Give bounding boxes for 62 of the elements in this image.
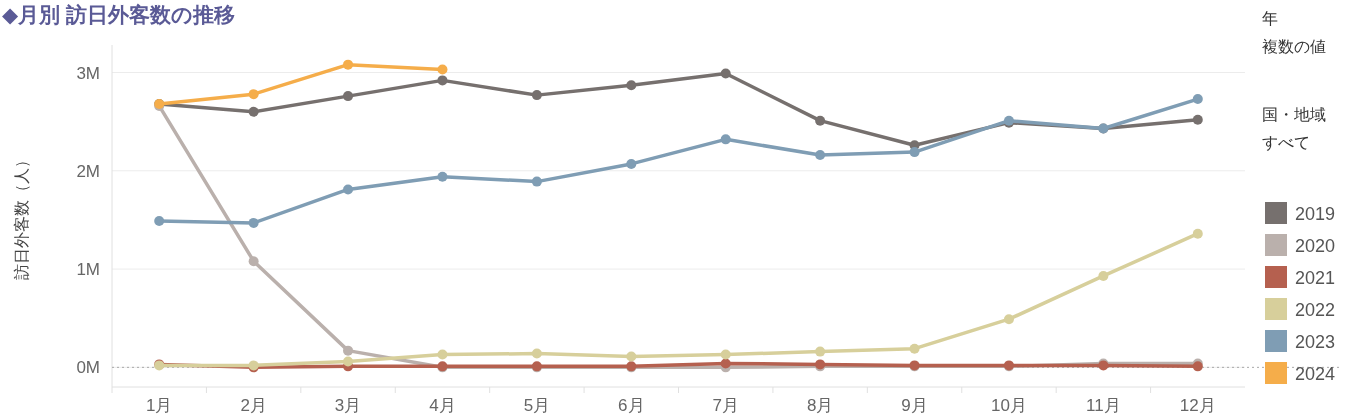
text: 国・地域 (1262, 106, 1326, 123)
point (437, 349, 448, 360)
x-tick-label: 12月 (1179, 396, 1216, 414)
point (248, 106, 259, 117)
point (909, 343, 920, 354)
text: 年 (1262, 10, 1278, 27)
point (720, 68, 731, 79)
point (437, 171, 448, 182)
x-tick-label: 6月 (618, 396, 645, 414)
point (1003, 314, 1014, 325)
point (720, 349, 731, 360)
legend-label: 2021 (1295, 268, 1336, 288)
chart-title: ◆月別 訪日外客数の推移 (2, 3, 235, 26)
point (248, 217, 259, 228)
text: すべて (1262, 134, 1310, 151)
point (815, 115, 826, 126)
point (720, 134, 731, 145)
x-tick-label: 8月 (806, 396, 834, 414)
legend-label: 2024 (1295, 364, 1336, 384)
y-tick-label: 0M (76, 358, 100, 378)
point (437, 64, 448, 75)
point (909, 147, 920, 158)
point (531, 176, 542, 187)
point (720, 358, 731, 369)
y-axis-title: 訪日外客数（人） (13, 152, 30, 280)
point (248, 89, 259, 100)
x-tick-label: 1月 (145, 396, 173, 414)
legend-label: 2023 (1295, 332, 1336, 352)
legend-label: 2019 (1295, 204, 1336, 224)
x-tick-label: 7月 (712, 396, 739, 414)
x-tick-label: 11月 (1086, 396, 1121, 414)
y-tick-label: 3M (76, 63, 100, 83)
point (626, 80, 637, 91)
point (437, 75, 448, 86)
point (1098, 270, 1109, 281)
point (1192, 94, 1203, 105)
point (343, 184, 354, 195)
x-tick-label: 2月 (240, 396, 267, 414)
point (531, 348, 542, 359)
point (1192, 114, 1203, 125)
legend-label: 2020 (1295, 236, 1336, 256)
x-tick-label: 9月 (901, 396, 928, 414)
point (815, 346, 826, 357)
legend-label: 2022 (1295, 300, 1336, 320)
point (154, 215, 165, 226)
y-tick-label: 1M (76, 260, 100, 280)
point (1192, 228, 1203, 239)
point (343, 59, 354, 70)
point (815, 150, 826, 161)
x-tick-label: 5月 (523, 396, 551, 414)
point (343, 356, 354, 367)
point (626, 158, 637, 169)
point (626, 351, 637, 362)
x-tick-label: 4月 (429, 396, 456, 414)
point (343, 345, 354, 356)
point (343, 91, 354, 102)
y-tick-label: 2M (76, 161, 100, 181)
text: 複数の値 (1262, 38, 1326, 55)
x-tick-label: 3月 (334, 396, 362, 414)
point (248, 256, 259, 267)
x-tick-label: 10月 (991, 396, 1027, 414)
point (531, 90, 542, 101)
